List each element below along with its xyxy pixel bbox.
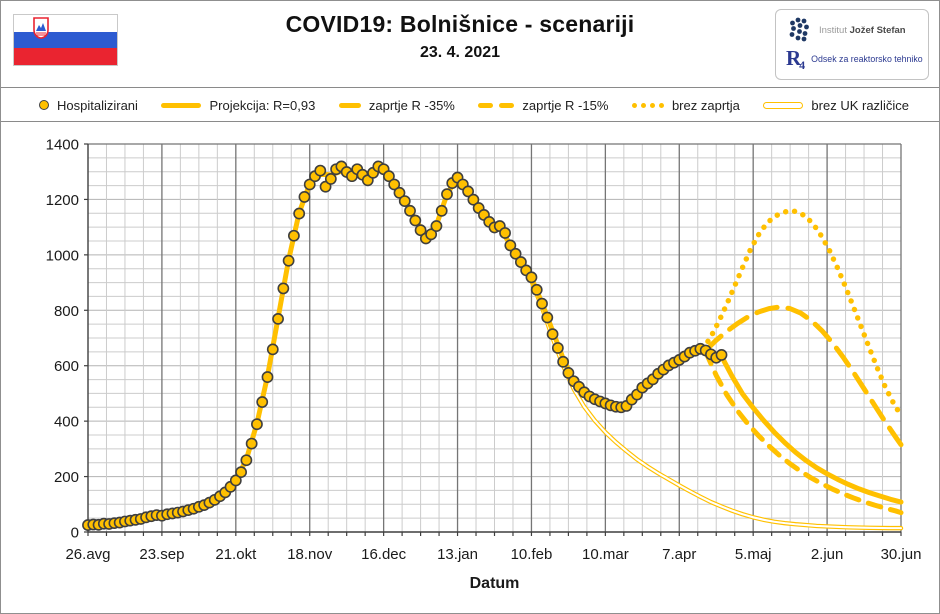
- institute-name: Institut Jožef Stefan: [819, 24, 906, 36]
- legend-label: brez UK različice: [811, 97, 909, 113]
- r4-logo-row: R4 Odsek za reaktorsko tehniko: [786, 46, 928, 72]
- svg-text:5.maj: 5.maj: [735, 546, 772, 563]
- svg-text:1200: 1200: [46, 192, 79, 209]
- series-hospitalizirani: [82, 160, 728, 531]
- gridlines: [87, 143, 902, 533]
- legend-label: zaprtje R -35%: [368, 97, 455, 113]
- legend-item-brez-uk: brez UK različice: [763, 98, 909, 113]
- tube-line-swatch-icon: [763, 101, 804, 109]
- svg-text:1400: 1400: [46, 137, 79, 154]
- chart-legend: Hospitalizirani Projekcija: R=0,93 zaprt…: [1, 89, 939, 122]
- legend-item-hospitalizirani: Hospitalizirani: [39, 98, 138, 113]
- series-zaprtje-r-35-: [703, 349, 904, 516]
- coat-of-arms-icon: [33, 17, 49, 39]
- series-brez-uk-razli-ice: [529, 278, 904, 531]
- svg-text:18.nov: 18.nov: [287, 546, 333, 563]
- legend-label: zaprtje R -15%: [522, 97, 609, 113]
- flag-stripe-red: [14, 48, 117, 65]
- flag-stripe-white: [14, 15, 117, 32]
- legend-label: brez zaprtja: [671, 97, 740, 113]
- ijs-logo-row: Institut Jožef Stefan: [786, 16, 928, 44]
- department-name: Odsek za reaktorsko tehniko: [811, 54, 923, 64]
- flag-stripe-blue: [14, 31, 117, 49]
- legend-label: Projekcija: R=0,93: [209, 97, 316, 113]
- slovenia-flag: [13, 14, 118, 66]
- legend-label: Hospitalizirani: [57, 97, 138, 113]
- axis-ticks: [84, 143, 902, 536]
- series-brez-zaprtja: [700, 207, 904, 419]
- legend-item-projekcija: Projekcija: R=0,93: [161, 98, 315, 113]
- legend-item-zaprtje-15: zaprtje R -15%: [478, 98, 608, 113]
- chart-area: 0 200 400 600 800 1000 1200 1400 26.avg 23.sep 21.…: [1, 122, 939, 613]
- institute-logo-box: Institut Jožef Stefan R4 Odsek za reakto…: [775, 9, 929, 80]
- svg-text:16.dec: 16.dec: [361, 546, 407, 563]
- long-dash-swatch-icon: [478, 102, 515, 108]
- ijs-dots-icon: [789, 17, 809, 42]
- legend-item-zaprtje-35: zaprtje R -35%: [338, 97, 455, 113]
- svg-text:2.jun: 2.jun: [811, 546, 844, 563]
- svg-text:0: 0: [71, 525, 79, 542]
- legend-item-brez-zaprtja: brez zaprtja: [631, 97, 740, 113]
- axis-labels: 0 200 400 600 800 1000 1200 1400 26.avg 23.sep 21.…: [46, 137, 922, 593]
- page-subtitle: 23. 4. 2021: [419, 44, 501, 61]
- svg-text:600: 600: [54, 358, 79, 375]
- svg-text:13.jan: 13.jan: [437, 546, 478, 563]
- solid-line-swatch-icon: [161, 102, 202, 108]
- svg-text:23.sep: 23.sep: [139, 546, 184, 563]
- svg-text:1000: 1000: [46, 247, 79, 264]
- svg-text:800: 800: [54, 303, 79, 320]
- r4-icon: R4: [786, 45, 806, 72]
- series-zaprtje-r-15-: [703, 304, 904, 448]
- hospitalizations-chart: 0 200 400 600 800 1000 1200 1400 26.avg 23.sep 21.…: [46, 137, 922, 593]
- header: COVID19: Bolnišnice - scenariji 23. 4. 2…: [1, 1, 939, 88]
- page-title: COVID19: Bolnišnice - scenariji: [285, 11, 635, 37]
- svg-text:7.apr: 7.apr: [662, 546, 696, 563]
- short-dash-swatch-icon: [338, 102, 361, 108]
- svg-text:Datum: Datum: [470, 575, 520, 592]
- svg-text:26.avg: 26.avg: [65, 546, 110, 563]
- dotted-swatch-icon: [631, 102, 664, 108]
- svg-text:21.okt: 21.okt: [215, 546, 257, 563]
- svg-text:10.mar: 10.mar: [582, 546, 629, 563]
- svg-text:400: 400: [54, 414, 79, 431]
- marker-swatch-icon: [39, 100, 49, 110]
- svg-text:30.jun: 30.jun: [881, 546, 922, 563]
- title-block: COVID19: Bolnišnice - scenariji 23. 4. 2…: [151, 11, 769, 62]
- svg-text:200: 200: [54, 469, 79, 486]
- svg-text:10.feb: 10.feb: [511, 546, 553, 563]
